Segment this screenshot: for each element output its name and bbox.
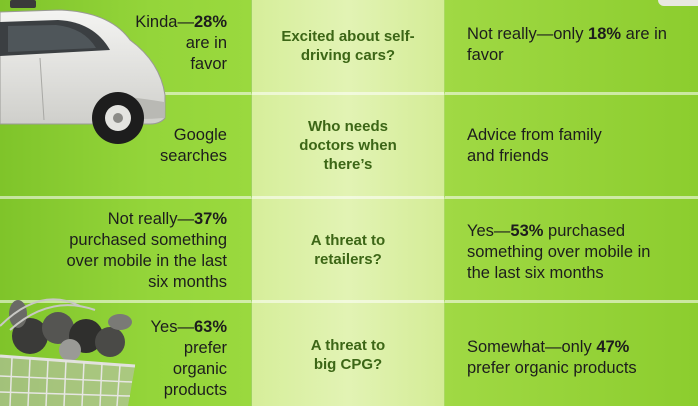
row-2-left-cell: Google searches [0,95,252,199]
row-4-left-pre: Yes— [150,318,194,336]
row-1-right-pre: Not really—only [467,25,589,43]
row-2-question: Who needs doctors when there’s [299,118,397,173]
row-4-left-post: prefer organic products [163,339,227,399]
row-3-right-pre: Yes— [467,222,511,240]
row-1-question-cell: Excited about self-driving cars? [252,0,444,95]
row-2-right-text: Advice from family and friends [467,126,602,165]
row-1-right-cell: Not really—only 18% are in favor [444,0,698,95]
row-3-right-post: purchased something over mobile in the l… [467,222,651,282]
row-4-left-percent: 63% [193,318,227,336]
row-3-question-cell: A threat to retailers? [252,199,444,303]
row-3-left-post: purchased something over mobile in the l… [66,231,228,291]
row-2-left-text: Google searches [160,126,227,165]
row-4-right-text: Somewhat—only 47% prefer organic product… [467,337,667,379]
row-4-question-cell: A threat to big CPG? [252,303,444,406]
row-3-left-percent: 37% [193,210,227,228]
row-4-left-cell: Yes—63% prefer organic products [0,303,252,406]
row-1-left-text: Kinda—28% are in favor [135,13,227,73]
row-1-right-percent: 18% [588,25,622,43]
row-4-right-cell: Somewhat—only 47% prefer organic product… [444,303,698,406]
row-2-question-cell: Who needs doctors when there’s [252,95,444,199]
row-3-left-pre: Not really— [107,210,194,228]
row-1-left-cell: Kinda—28% are in favor [0,0,252,95]
row-4-left-text: Yes—63% prefer organic products [127,317,227,401]
row-3-right-text: Yes—53% purchased something over mobile … [467,221,667,284]
row-4-right-post: prefer organic products [467,359,637,377]
row-3-question: A threat to retailers? [310,231,386,268]
row-4-right-pre: Somewhat—only [467,338,597,356]
corner-decoration [658,0,698,6]
row-4-question: A threat to big CPG? [310,336,386,373]
row-1-question: Excited about self-driving cars? [281,28,415,64]
row-3-right-cell: Yes—53% purchased something over mobile … [444,199,698,303]
row-1-right-post: are in favor [467,25,667,64]
row-1-right-text: Not really—only 18% are in favor [467,24,667,66]
row-2-right-cell: Advice from family and friends [444,95,698,199]
row-3-right-percent: 53% [510,222,544,240]
row-1-left-percent: 28% [193,13,227,31]
row-4-right-percent: 47% [596,338,630,356]
row-3-left-cell: Not really—37% purchased something over … [0,199,252,303]
row-1-left-pre: Kinda— [135,13,194,31]
row-3-left-text: Not really—37% purchased something over … [42,209,228,293]
